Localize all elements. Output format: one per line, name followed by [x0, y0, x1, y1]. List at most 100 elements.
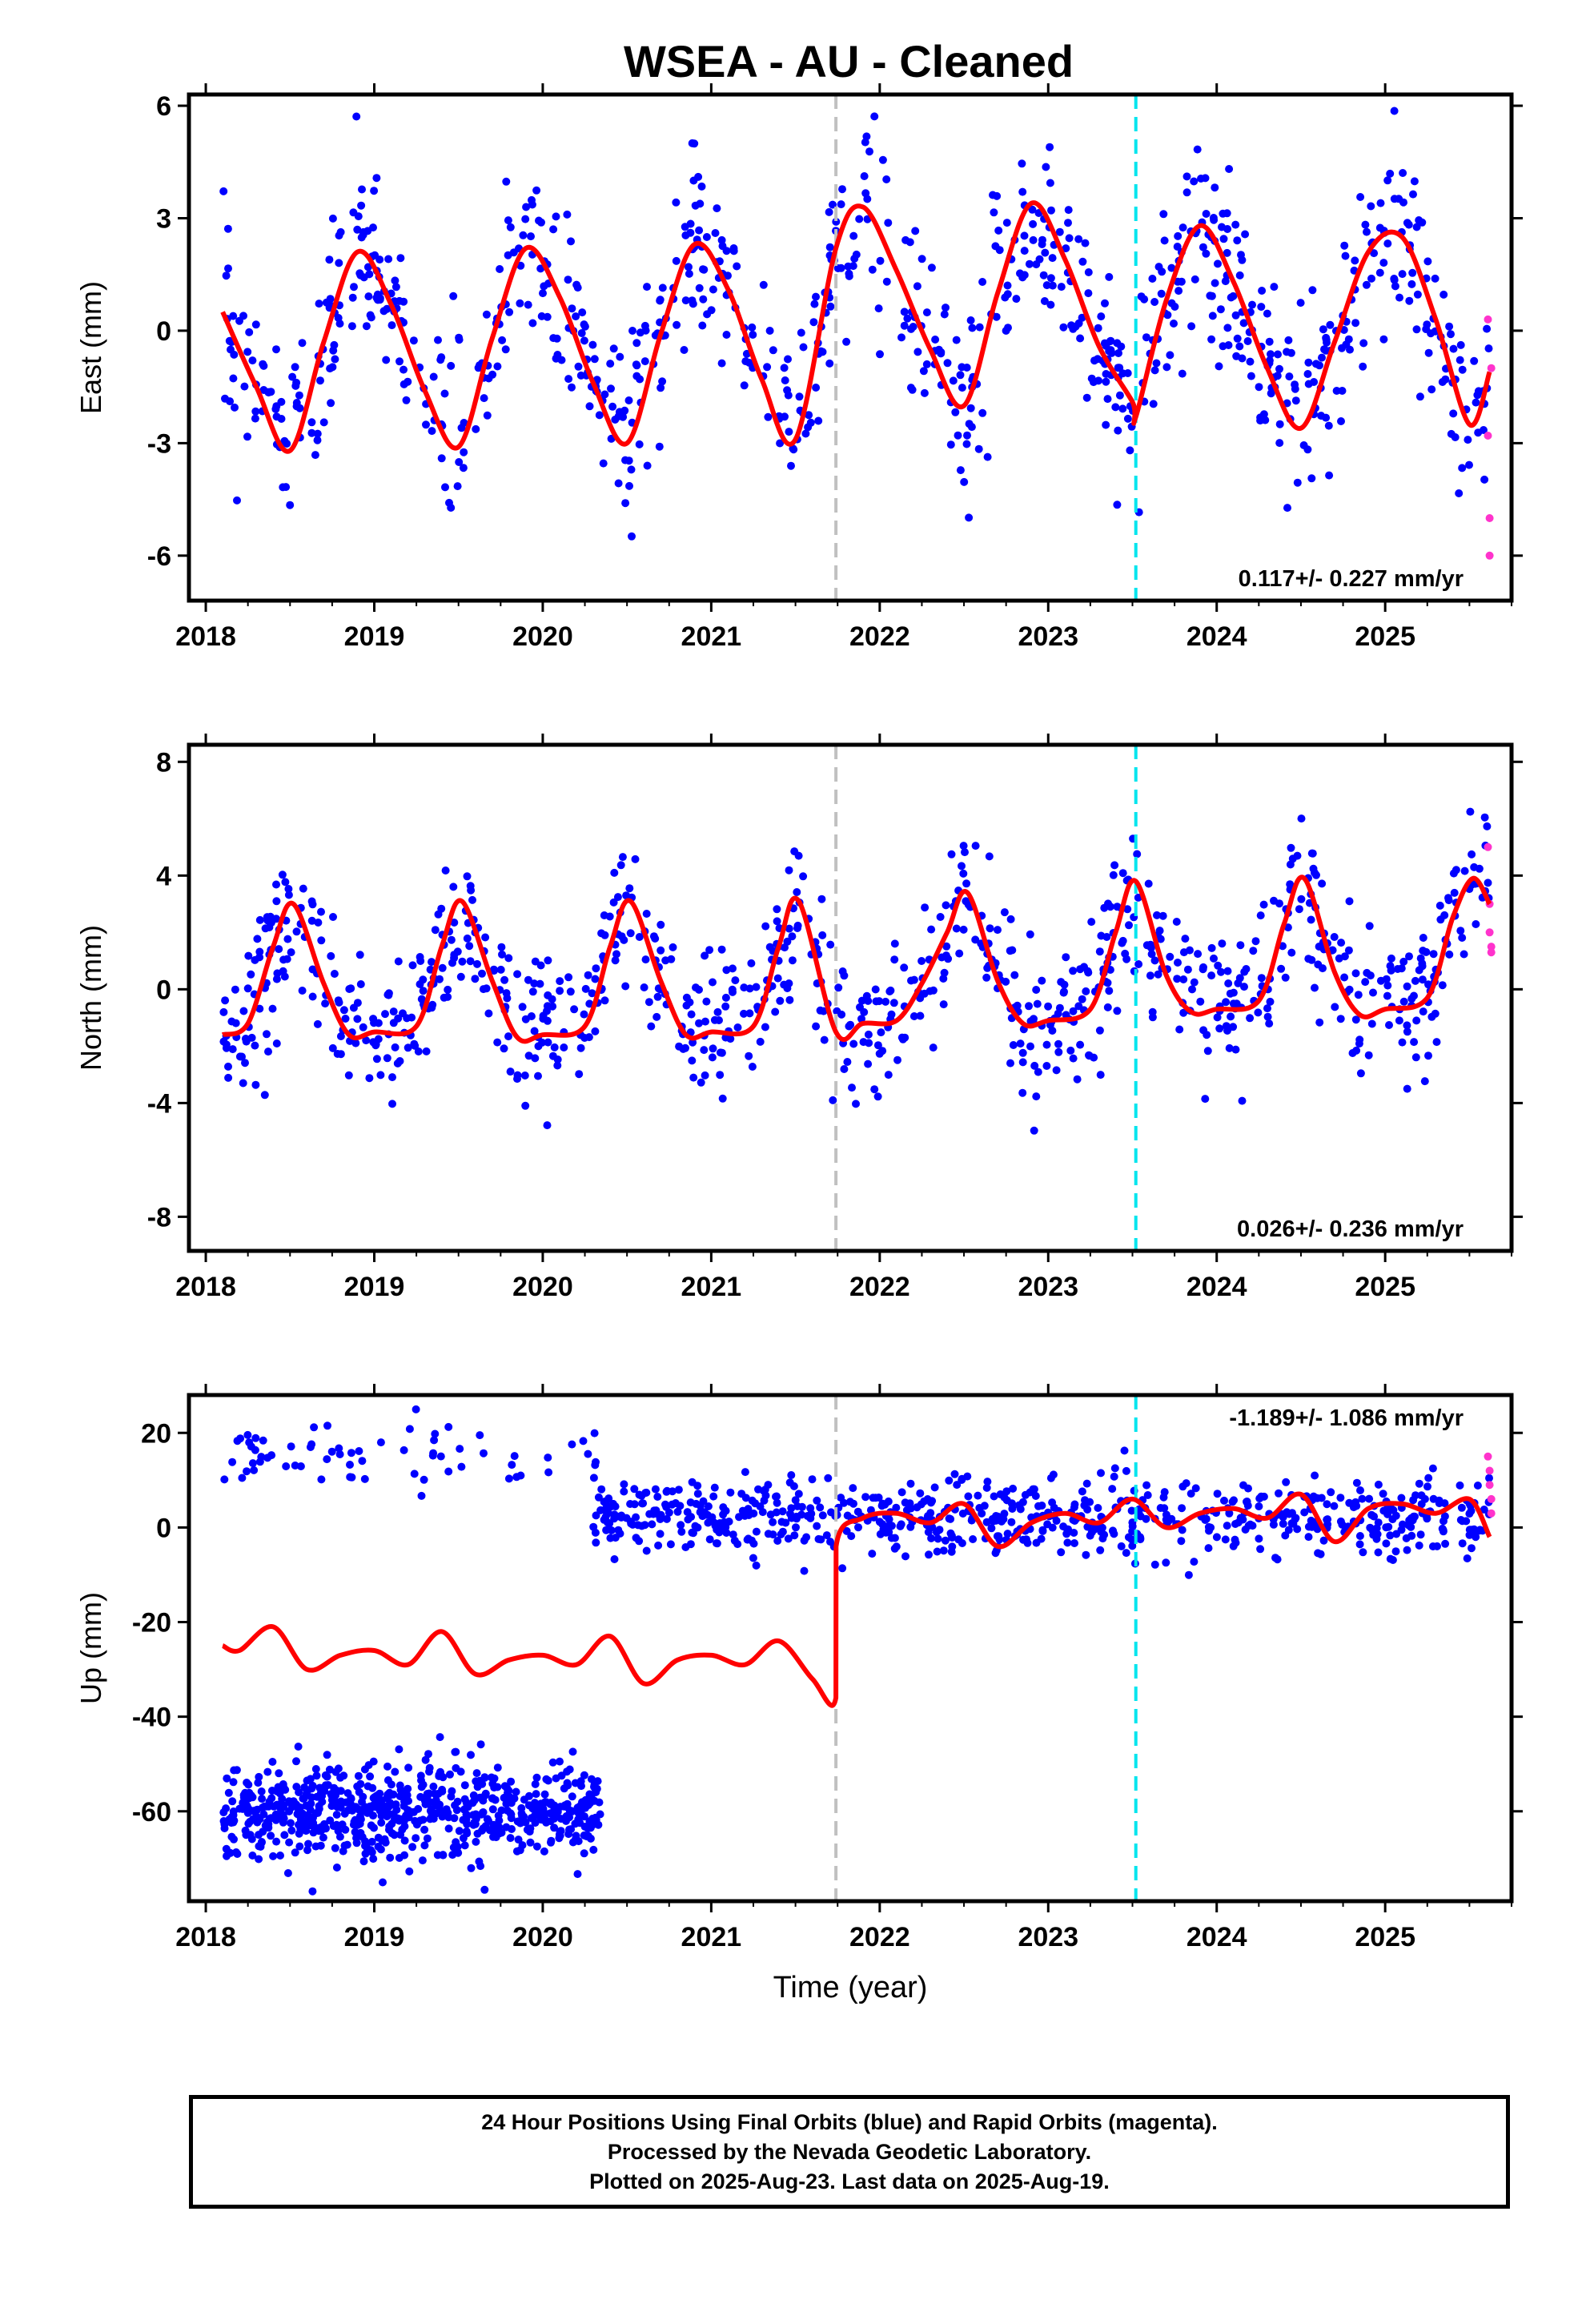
observation-point: [681, 231, 690, 239]
observation-point: [927, 1534, 936, 1542]
y-axis-label: Up (mm): [74, 1592, 107, 1704]
observation-point: [871, 985, 880, 994]
observation-point: [1275, 364, 1283, 373]
observation-point: [423, 1790, 432, 1798]
observation-point: [1174, 287, 1183, 296]
observation-point: [1324, 421, 1333, 430]
observation-point: [837, 1494, 845, 1502]
observation-point: [315, 300, 323, 308]
observation-point: [1133, 850, 1142, 858]
observation-point: [372, 174, 381, 183]
observation-point: [849, 231, 858, 240]
observation-point: [357, 201, 366, 210]
observation-point: [1223, 209, 1231, 218]
observation-point: [861, 189, 870, 198]
observation-point: [424, 1750, 432, 1759]
observation-point: [1118, 404, 1127, 413]
observation-point: [876, 350, 884, 359]
observation-point: [1042, 281, 1051, 290]
observation-point: [616, 352, 624, 361]
observation-point: [1002, 219, 1011, 227]
observation-point: [263, 1767, 272, 1776]
observation-point: [331, 1767, 340, 1776]
observation-point: [463, 872, 472, 881]
observation-point: [1413, 290, 1422, 299]
observation-point: [1232, 352, 1241, 360]
observation-point: [1374, 1548, 1383, 1557]
observation-point: [247, 970, 255, 979]
observation-point: [1122, 955, 1131, 963]
observation-point: [1480, 1506, 1488, 1514]
observation-point: [317, 907, 325, 916]
observation-point: [428, 1000, 437, 1009]
observation-point: [713, 1007, 722, 1016]
observation-point: [1219, 235, 1228, 243]
observation-point: [1170, 303, 1179, 311]
observation-point: [611, 1534, 620, 1542]
observation-point: [1082, 987, 1090, 995]
observation-point: [1313, 1494, 1322, 1502]
observation-point: [1440, 1499, 1449, 1508]
observation-point: [707, 306, 716, 315]
observation-point: [1323, 1500, 1331, 1509]
observation-point: [1082, 1479, 1091, 1488]
observation-point: [818, 1511, 827, 1520]
observation-point: [269, 1852, 278, 1860]
observation-point: [756, 1502, 765, 1511]
observation-point: [1203, 1047, 1212, 1055]
observation-point: [917, 255, 926, 263]
observation-point: [243, 348, 252, 356]
observation-point: [849, 1484, 857, 1493]
observation-point: [1225, 1043, 1234, 1052]
observation-point: [377, 1819, 386, 1827]
observation-point: [323, 1421, 331, 1430]
observation-point: [327, 1795, 336, 1804]
observation-point: [298, 987, 307, 995]
observation-point: [640, 357, 649, 366]
observation-point: [414, 1047, 423, 1055]
observation-point: [929, 986, 938, 995]
observation-point: [740, 1009, 748, 1018]
observation-point: [680, 346, 689, 354]
observation-point: [983, 963, 992, 972]
observation-point: [740, 381, 749, 390]
x-tick-label: 2022: [849, 1272, 910, 1302]
observation-point: [642, 1546, 651, 1555]
observation-point: [1109, 870, 1118, 879]
observation-point: [244, 1780, 253, 1789]
observation-point: [991, 242, 1000, 251]
observation-point: [347, 1794, 355, 1803]
x-tick-label: 2024: [1186, 1272, 1247, 1302]
observation-point: [1083, 1522, 1092, 1531]
x-tick-label: 2025: [1355, 1272, 1415, 1302]
observation-point: [391, 276, 400, 285]
observation-point: [1361, 220, 1370, 229]
observation-point: [345, 985, 354, 993]
observation-point: [600, 390, 609, 399]
observation-point: [311, 1842, 320, 1851]
observation-point: [1283, 504, 1291, 513]
observation-point: [1304, 1522, 1313, 1531]
observation-point: [1196, 997, 1205, 1006]
observation-point: [989, 191, 997, 199]
observation-point: [491, 1795, 500, 1804]
observation-point: [1410, 1038, 1419, 1047]
observation-point: [408, 961, 417, 970]
observation-point: [613, 893, 622, 902]
observation-point: [705, 1535, 714, 1544]
observation-point: [412, 1405, 420, 1413]
observation-point: [1123, 905, 1132, 914]
observation-point: [1389, 1506, 1398, 1514]
observation-point: [325, 255, 334, 264]
observation-point: [1178, 1482, 1187, 1491]
observation-point: [1142, 1481, 1151, 1490]
observation-point: [771, 1007, 780, 1016]
observation-point: [601, 1498, 610, 1506]
observation-point: [572, 312, 580, 321]
observation-point: [258, 1803, 267, 1812]
observation-point: [585, 999, 594, 1008]
observation-point: [254, 1779, 263, 1787]
observation-point: [283, 955, 291, 963]
observation-point: [1456, 1481, 1464, 1490]
observation-point: [1147, 950, 1156, 959]
